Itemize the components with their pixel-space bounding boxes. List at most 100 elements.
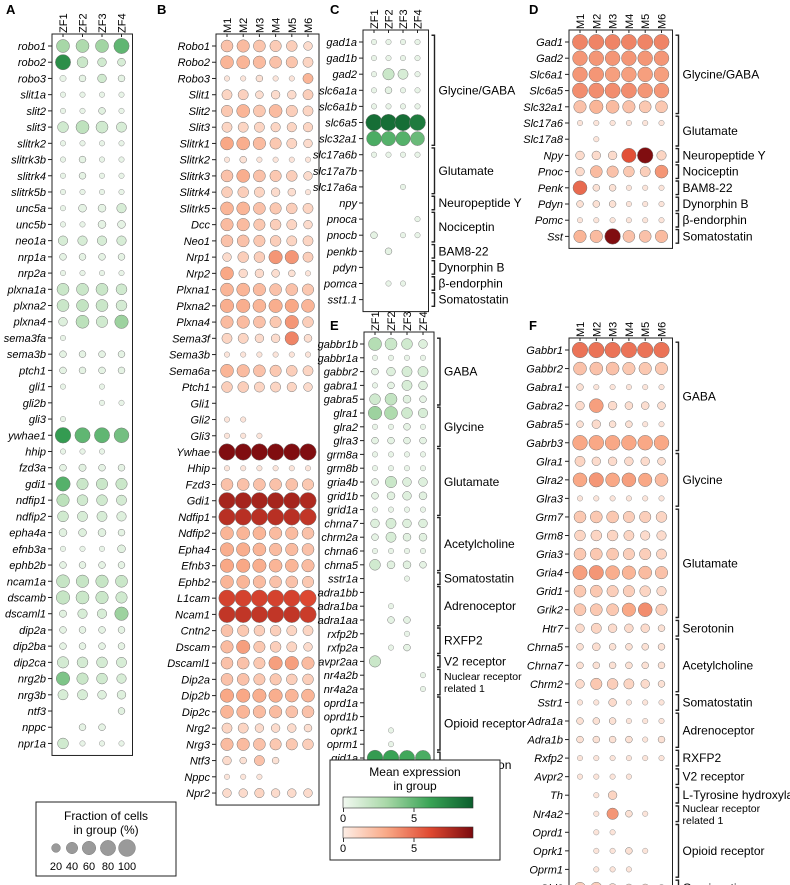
group-bracket [437, 406, 441, 448]
expression-dot [606, 678, 619, 690]
expression-dot [593, 810, 600, 817]
expression-dot [642, 810, 649, 817]
group-label: BAM8-22 [439, 244, 489, 258]
gene-label: slc17a6a [313, 182, 357, 194]
column-label: ZF3 [398, 9, 410, 29]
expression-dot [573, 510, 587, 524]
gene-label: plxna4 [13, 317, 46, 329]
expression-dot [420, 506, 426, 513]
group-label: Glutamate [683, 556, 739, 570]
group-label: L-Tyrosine hydroxylase [683, 788, 790, 802]
gene-label: Ephb2 [178, 577, 210, 589]
gene-label: chrm2a [321, 532, 358, 544]
expression-dot [371, 151, 377, 158]
expression-dot [403, 436, 411, 445]
expression-dot [59, 561, 67, 569]
expression-dot [609, 773, 616, 780]
expression-dot [288, 156, 295, 163]
expression-dot [606, 510, 619, 524]
expression-dot [572, 34, 588, 50]
gene-label: epha4a [9, 528, 46, 540]
expression-dot [285, 688, 299, 703]
expression-dot [577, 217, 583, 224]
expression-dot [253, 169, 266, 183]
expression-dot [222, 755, 232, 766]
expression-dot [117, 253, 126, 261]
expression-dot [256, 351, 263, 358]
expression-dot [371, 436, 379, 445]
expression-dot [609, 829, 616, 836]
expression-dot [608, 200, 617, 208]
expression-dot [642, 120, 649, 126]
gene-label: Nppc [184, 772, 210, 784]
expression-dot [657, 457, 666, 466]
expression-dot [268, 298, 283, 313]
expression-dot [270, 381, 281, 393]
expression-dot [118, 107, 125, 114]
expression-dot [588, 341, 605, 359]
expression-dot [372, 548, 378, 554]
gene-label: gli1 [29, 382, 46, 394]
expression-dot [77, 608, 88, 619]
expression-dot [95, 590, 109, 604]
gene-label: Nrg2 [186, 723, 210, 735]
expression-dot [117, 544, 126, 554]
expression-dot [115, 477, 128, 490]
group-label-line2: related 1 [444, 683, 485, 695]
expression-dot [303, 220, 313, 230]
expression-dot [640, 623, 650, 633]
gene-label: Gria4 [536, 568, 563, 580]
group-label: Opioid receptor [444, 717, 526, 731]
gene-label: ncam1a [7, 576, 46, 588]
expression-dot [270, 723, 281, 733]
gene-label: Slitrk5 [179, 203, 210, 215]
expression-dot [236, 201, 250, 216]
expression-dot [299, 605, 317, 623]
expression-dot [286, 625, 298, 636]
expression-dot [285, 705, 299, 719]
expression-dot [388, 451, 394, 458]
expression-dot [117, 464, 126, 472]
group-bracket [675, 786, 680, 804]
column-label: ZF4 [117, 13, 129, 33]
column-label: M1 [575, 322, 587, 337]
size-legend-dot [82, 841, 96, 855]
group-label: Glycine [444, 420, 484, 434]
expression-dot [75, 574, 90, 588]
expression-dot [657, 401, 666, 410]
expression-dot [419, 395, 427, 403]
expression-dot [56, 493, 70, 507]
expression-dot [269, 364, 282, 377]
expression-dot [609, 495, 616, 502]
expression-dot [575, 166, 585, 177]
gene-label: Grm8 [536, 531, 564, 543]
column-label: M3 [608, 14, 620, 29]
gene-label: Gabra1 [526, 382, 563, 394]
expression-dot [286, 138, 298, 149]
expression-dot [269, 705, 283, 719]
gene-label: slc6a1a [319, 85, 357, 97]
expression-dot [117, 642, 126, 650]
expression-dot [99, 156, 105, 163]
gene-label: Dscam [176, 642, 210, 654]
expression-dot [220, 315, 234, 329]
expression-dot [624, 456, 634, 466]
expression-dot [653, 435, 670, 451]
expression-dot [220, 705, 234, 719]
expression-dot [99, 189, 105, 195]
expression-dot [252, 526, 267, 540]
expression-dot [236, 298, 251, 313]
gene-label: Ywhae [176, 447, 210, 459]
expression-dot [57, 737, 69, 750]
gene-label: dip2ba [13, 641, 46, 653]
expression-dot [116, 203, 127, 214]
gene-label: slit1a [20, 90, 46, 102]
expression-dot [256, 432, 263, 439]
expression-dot [588, 82, 605, 99]
gene-label: Plxna1 [176, 285, 210, 297]
expression-dot [608, 420, 617, 428]
expression-dot [653, 82, 670, 99]
expression-dot [221, 722, 233, 734]
expression-dot [653, 66, 670, 83]
expression-dot [253, 39, 266, 53]
